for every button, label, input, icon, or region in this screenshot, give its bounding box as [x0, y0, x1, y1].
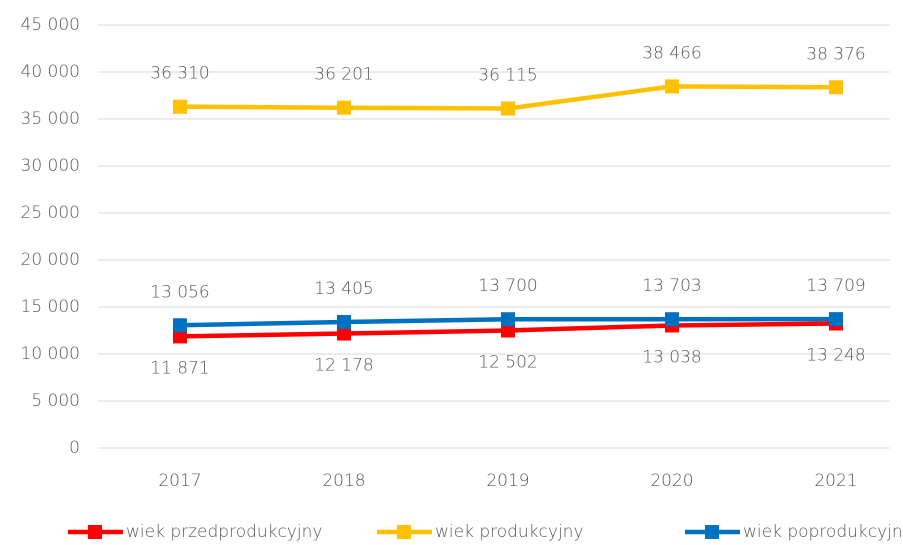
data-label: 38 376 [806, 44, 865, 64]
data-label: 13 405 [314, 279, 373, 299]
legend-marker [705, 525, 719, 539]
data-label: 12 178 [314, 356, 373, 376]
point-marker [337, 326, 351, 341]
x-tick-label: 2021 [814, 471, 857, 491]
point-marker [665, 79, 679, 94]
y-tick-label: 25 000 [21, 203, 80, 223]
data-label: 36 201 [314, 65, 373, 85]
point-marker [829, 80, 843, 95]
point-marker [501, 101, 515, 116]
data-label: 11 871 [150, 358, 209, 378]
data-label: 13 248 [806, 345, 865, 365]
point-marker [501, 312, 515, 327]
data-label: 36 115 [478, 66, 537, 86]
data-label: 13 703 [642, 276, 701, 296]
legend-label: wiek produkcyjny [435, 522, 584, 542]
point-marker [829, 312, 843, 327]
x-tick-label: 2019 [486, 471, 529, 491]
point-marker [665, 312, 679, 327]
y-tick-label: 45 000 [21, 15, 80, 35]
x-tick-label: 2020 [650, 471, 693, 491]
data-label: 13 700 [478, 276, 537, 296]
point-marker [501, 323, 515, 338]
data-label: 13 038 [642, 347, 701, 367]
point-marker [173, 329, 187, 344]
legend-marker [88, 525, 102, 539]
legend-marker [397, 525, 411, 539]
y-tick-label: 0 [69, 438, 80, 458]
point-marker [173, 318, 187, 333]
y-tick-label: 10 000 [21, 344, 80, 364]
y-tick-label: 40 000 [21, 62, 80, 82]
y-tick-label: 35 000 [21, 109, 80, 129]
data-label: 13 056 [150, 282, 209, 302]
legend-label: wiek przedprodukcyjny [126, 522, 322, 542]
point-marker [337, 100, 351, 115]
point-marker [173, 99, 187, 114]
legend-label: wiek poprodukcyjny [743, 522, 903, 542]
point-marker [337, 314, 351, 329]
x-tick-label: 2018 [322, 471, 365, 491]
data-label: 38 466 [642, 43, 701, 63]
data-label: 36 310 [150, 64, 209, 84]
y-tick-label: 5 000 [31, 391, 80, 411]
data-label: 12 502 [478, 352, 537, 372]
y-tick-label: 15 000 [21, 297, 80, 317]
y-tick-label: 20 000 [21, 250, 80, 270]
y-tick-label: 30 000 [21, 156, 80, 176]
data-label: 13 709 [806, 276, 865, 296]
x-tick-label: 2017 [158, 471, 201, 491]
